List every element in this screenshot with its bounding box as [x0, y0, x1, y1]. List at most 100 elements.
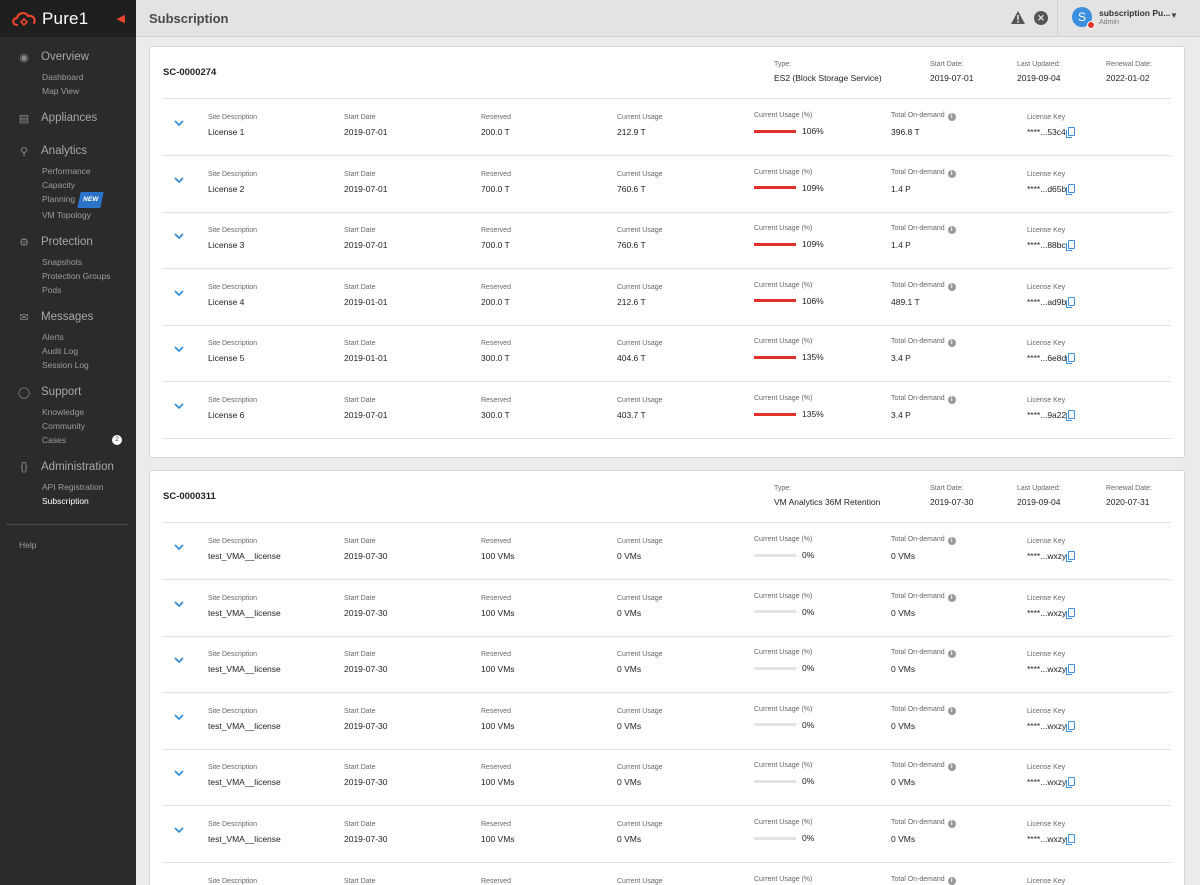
nav-support[interactable]: ◯ Support [0, 379, 136, 405]
nav-item[interactable]: Planning NEW [0, 192, 136, 208]
info-icon[interactable]: i [947, 537, 956, 545]
info-icon[interactable]: i [947, 226, 956, 235]
user-name[interactable]: subscription Pu... [1099, 8, 1171, 18]
expand-chevron-icon[interactable] [173, 712, 185, 722]
info-icon[interactable]: i [947, 593, 956, 602]
info-icon[interactable]: i [947, 763, 956, 772]
copy-icon[interactable] [1066, 720, 1076, 732]
total-on-demand: Total On-demand i 3.4 P [891, 395, 956, 420]
usage-percent-text: 109% [802, 182, 824, 193]
nav-overview[interactable]: ◉ Overview [0, 44, 136, 70]
license-row[interactable]: Site Description test_VMA__license Start … [163, 749, 1171, 807]
license-row[interactable]: Site Description License 5 Start Date 2019… [163, 325, 1171, 383]
nav-label: Appliances [41, 112, 98, 124]
nav-item[interactable]: Subscription [0, 494, 136, 508]
license-row[interactable]: Site Description License 2 Start Date 2019… [163, 156, 1171, 213]
license-row[interactable]: Site Description test_VMA__license Start … [163, 580, 1171, 637]
expand-chevron-icon[interactable] [173, 768, 185, 778]
copy-icon[interactable] [1066, 664, 1076, 676]
expand-chevron-icon[interactable] [173, 118, 185, 128]
protection-icon: ⚙ [19, 236, 29, 249]
warning-icon[interactable] [1010, 10, 1026, 25]
license-start-date: Start Date 2019-07-01 [344, 227, 388, 251]
nav-item[interactable]: Snapshots [0, 255, 136, 269]
collapse-sidebar-icon[interactable]: ◀ [116, 13, 125, 25]
current-usage-percent: Current Usage (%) 0% [754, 762, 815, 787]
copy-icon[interactable] [1065, 127, 1075, 138]
license-row[interactable]: Site Description test_VMA__license Start … [163, 806, 1171, 863]
reserved-value: Reserved [481, 877, 511, 885]
expand-chevron-icon[interactable] [173, 542, 185, 552]
subscription-type: Type: ES2 (Block Storage Service) [774, 61, 882, 83]
nav-item[interactable]: Alerts [0, 330, 136, 344]
copy-icon[interactable] [1066, 834, 1076, 845]
info-icon[interactable]: i [947, 396, 956, 404]
info-icon[interactable]: i [947, 113, 956, 121]
info-icon[interactable]: i [947, 282, 956, 291]
info-icon[interactable]: i [947, 706, 956, 715]
total-on-demand: Total On-demand i 1.4 P [891, 169, 956, 194]
copy-icon[interactable] [1066, 296, 1076, 308]
nav-item[interactable]: Dashboard [0, 70, 136, 84]
nav-messages[interactable]: ✉ Messages [0, 304, 136, 330]
site-description: Site Description License 3 [208, 227, 258, 251]
info-icon[interactable]: i [947, 650, 956, 659]
copy-icon[interactable] [1066, 410, 1076, 421]
nav-administration[interactable]: {} Administration [0, 454, 136, 480]
copy-icon[interactable] [1066, 607, 1076, 619]
license-row[interactable]: Site Description License 3 Start Date 2019… [163, 212, 1171, 270]
license-row[interactable]: Site Description test_VMA__license Start … [163, 636, 1171, 694]
site-description: Site Description test_VMA__license [208, 764, 281, 788]
info-icon[interactable]: i [947, 876, 956, 885]
nav-item[interactable]: Knowledge [0, 405, 136, 419]
license-row[interactable]: Site Description License 4 Start Date 2019… [163, 269, 1171, 326]
info-icon[interactable]: i [947, 169, 956, 178]
nav-protection[interactable]: ⚙ Protection [0, 229, 136, 255]
license-row[interactable]: Site Description test_VMA__license Start … [163, 523, 1171, 580]
expand-chevron-icon[interactable] [173, 175, 185, 185]
nav-item-label: Capacity [42, 180, 76, 190]
expand-chevron-icon[interactable] [173, 599, 185, 609]
user-menu-caret-icon[interactable]: ▼ [1170, 11, 1178, 20]
copy-icon[interactable] [1066, 777, 1076, 789]
expand-chevron-icon[interactable] [173, 288, 185, 298]
license-row[interactable]: Site Description License 1 Start Date 2019… [163, 99, 1171, 156]
nav-item[interactable]: Performance [0, 164, 136, 178]
page-title: Subscription [149, 11, 229, 26]
nav-item[interactable]: Audit Log [0, 344, 136, 358]
copy-icon[interactable] [1066, 183, 1076, 195]
expand-chevron-icon[interactable] [173, 231, 185, 241]
nav-item[interactable]: Cases 2 [0, 433, 136, 447]
nav-analytics[interactable]: ⚲ Analytics [0, 138, 136, 164]
license-row[interactable]: Site Description Start Date Reserved Cur… [163, 863, 1171, 885]
expand-chevron-icon[interactable] [173, 655, 185, 665]
dismiss-icon[interactable]: ✕ [1034, 11, 1048, 25]
nav-item[interactable]: Map View [0, 84, 136, 98]
copy-icon[interactable] [1066, 551, 1076, 562]
current-usage-value: Current Usage 760.6 T [617, 227, 663, 251]
license-row[interactable]: Site Description License 6 Start Date 2019… [163, 382, 1171, 439]
nav-item-label: API Registration [42, 482, 104, 492]
nav-item[interactable]: Protection Groups [0, 269, 136, 283]
nav-item[interactable]: Pods [0, 283, 136, 297]
total-on-demand: Total On-demand i 396.8 T [891, 112, 956, 137]
copy-icon[interactable] [1065, 240, 1075, 252]
nav-appliances[interactable]: ▤ Appliances [0, 105, 136, 131]
license-row[interactable]: Site Description test_VMA__license Start … [163, 693, 1171, 750]
expand-chevron-icon[interactable] [173, 825, 185, 835]
total-on-demand: Total On-demand i 0 VMs [891, 593, 956, 618]
copy-icon[interactable] [1066, 353, 1076, 365]
nav-item[interactable]: Session Log [0, 358, 136, 372]
help-link[interactable]: Help [19, 540, 37, 550]
nav-item[interactable]: Capacity [0, 178, 136, 192]
info-icon[interactable]: i [947, 339, 956, 348]
current-usage-percent: Current Usage (%) 106% [754, 281, 824, 306]
expand-chevron-icon[interactable] [173, 401, 185, 411]
nav-item[interactable]: API Registration [0, 480, 136, 494]
usage-progress-bar [754, 129, 796, 133]
info-icon[interactable]: i [947, 820, 956, 828]
nav-item[interactable]: Community [0, 419, 136, 433]
expand-chevron-icon[interactable] [173, 344, 185, 354]
nav-item[interactable]: VM Topology [0, 208, 136, 222]
license-key: License Key ****...wxzy [1027, 538, 1076, 562]
